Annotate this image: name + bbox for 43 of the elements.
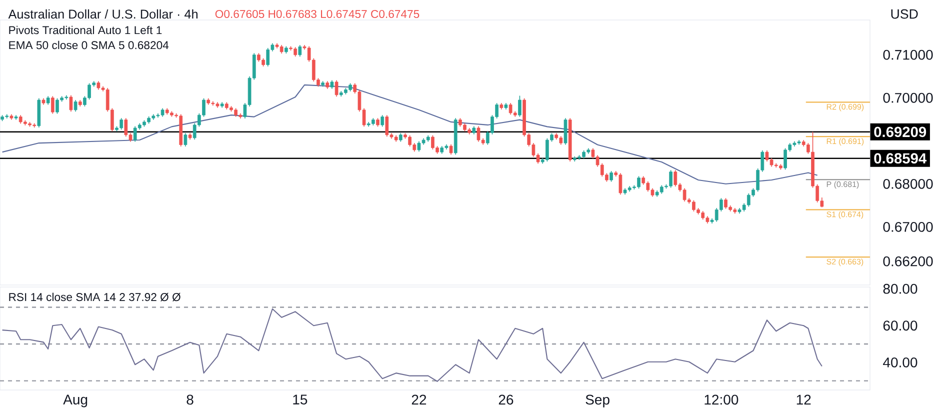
- text: O0.67605 H0.67683 L0.67457 C0.67475: [215, 10, 420, 18]
- candlestick: [184, 132, 188, 147]
- y-tick-label: 0.68000: [883, 178, 933, 189]
- chart-title: Australian Dollar / U.S. Dollar · 4h: [8, 9, 198, 19]
- y-tick-label: 80.00: [883, 284, 918, 294]
- y-tick-label: 60.00: [883, 320, 918, 331]
- ref-line-label: P (0.681): [826, 181, 859, 189]
- y-tick-label: 40.00: [883, 357, 918, 368]
- annotation: RSI 14 close SMA 14 2 37.92 Ø Ø: [9, 292, 180, 302]
- x-tick-label: Aug: [63, 394, 88, 408]
- annotation: EMA 50 close 0 SMA 5 0.68204: [9, 40, 169, 50]
- candlestick: [518, 95, 522, 118]
- ref-line-label: 0.68594: [874, 153, 927, 164]
- candlestick: [266, 48, 270, 67]
- candlestick: [334, 80, 338, 97]
- candlestick: [50, 96, 54, 114]
- y-tick-label: 0.71000: [883, 50, 933, 60]
- ref-line-label: R1 (0.691): [826, 138, 864, 146]
- x-tick-label: 12: [796, 394, 811, 404]
- x-tick-label: 8: [186, 394, 194, 405]
- y-axis-title: USD: [891, 9, 918, 19]
- y-tick-label: 0.66200: [883, 256, 933, 266]
- x-tick-label: Sep: [586, 394, 610, 408]
- ref-line-label: R2 (0.699): [826, 104, 864, 112]
- x-tick-label: 12:00: [704, 394, 738, 405]
- ref-line-label: S2 (0.663): [826, 258, 864, 266]
- candlestick: [449, 144, 453, 156]
- candlestick: [69, 94, 73, 112]
- ref-line-label: 0.69209: [874, 126, 926, 138]
- candlestick: [74, 100, 78, 112]
- candlestick: [610, 170, 613, 182]
- ref-line-label: S1 (0.674): [826, 211, 864, 219]
- y-tick-label: 0.67000: [883, 222, 933, 232]
- line-series: [2, 308, 822, 382]
- x-tick-label: 15: [293, 394, 308, 404]
- line-series: [2, 84, 818, 184]
- x-tick-label: 26: [498, 394, 514, 405]
- annotation: Pivots Traditional Auto 1 Left 1: [9, 26, 162, 34]
- candlestick: [298, 44, 302, 57]
- candlestick: [380, 114, 384, 128]
- x-tick-label: 22: [412, 394, 426, 404]
- candlestick: [564, 118, 568, 146]
- y-tick-label: 0.70000: [883, 92, 933, 103]
